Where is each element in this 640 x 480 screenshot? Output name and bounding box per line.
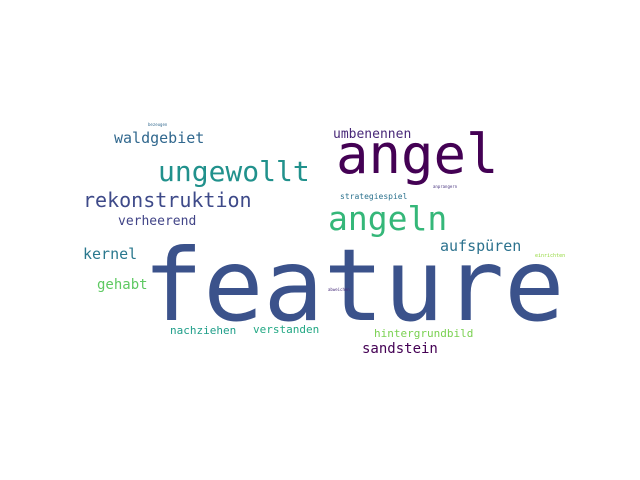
word-sandstein: sandstein (362, 341, 438, 357)
word-einrichten: einrichten (535, 253, 566, 259)
word-anprangern: anprangern (433, 184, 458, 189)
word-bezeugen: bezeugen (148, 122, 168, 127)
word-feature: feature (143, 227, 565, 344)
word-gehabt: gehabt (97, 277, 148, 293)
word-ungewollt: ungewollt (158, 155, 310, 188)
word-nachziehen: nachziehen (170, 324, 237, 337)
word-hintergrundbild: hintergrundbild (374, 327, 474, 340)
word-angeln: angeln (328, 199, 448, 238)
word-verstanden: verstanden (253, 323, 320, 336)
word-umbenennen: umbenennen (333, 127, 412, 142)
word-verheerend: verheerend (118, 214, 197, 229)
word-kernel: kernel (83, 245, 138, 263)
word-strategiespiel: strategiespiel (340, 192, 408, 201)
word-abweichen: abweichen (328, 287, 350, 292)
word-aufspuren: aufspüren (440, 237, 522, 255)
word-waldgebiet: waldgebiet (114, 129, 205, 147)
word-rekonstruktion: rekonstruktion (83, 188, 252, 212)
word-angel: angel (336, 123, 499, 186)
